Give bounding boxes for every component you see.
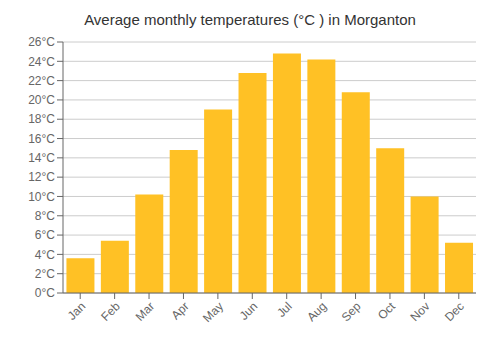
svg-text:May: May [200,299,226,325]
svg-text:Mar: Mar [133,299,158,324]
svg-text:Jan: Jan [65,299,89,323]
svg-text:Aug: Aug [304,299,329,324]
svg-text:26°C: 26°C [28,35,55,49]
svg-text:Nov: Nov [408,299,433,324]
svg-text:14°C: 14°C [28,151,55,165]
svg-text:Sep: Sep [339,299,364,324]
svg-text:12°C: 12°C [28,170,55,184]
svg-text:8°C: 8°C [35,209,55,223]
html-text:Average monthly temperatures (: Average monthly temperatures (°C ) in Mo… [84,11,416,28]
svg-text:Apr: Apr [168,299,191,322]
svg-text:6°C: 6°C [35,228,55,242]
svg-text:Jun: Jun [237,299,261,323]
svg-text:22°C: 22°C [28,74,55,88]
svg-text:10°C: 10°C [28,190,55,204]
svg-text:Oct: Oct [375,299,399,323]
svg-text:2°C: 2°C [35,267,55,281]
svg-text:16°C: 16°C [28,132,55,146]
svg-text:0°C: 0°C [35,286,55,300]
svg-text:Jul: Jul [274,299,295,320]
svg-text:24°C: 24°C [28,55,55,69]
svg-text:Feb: Feb [98,299,123,324]
svg-text:Dec: Dec [442,299,467,324]
svg-text:18°C: 18°C [28,112,55,126]
svg-text:20°C: 20°C [28,93,55,107]
svg-text:4°C: 4°C [35,248,55,262]
